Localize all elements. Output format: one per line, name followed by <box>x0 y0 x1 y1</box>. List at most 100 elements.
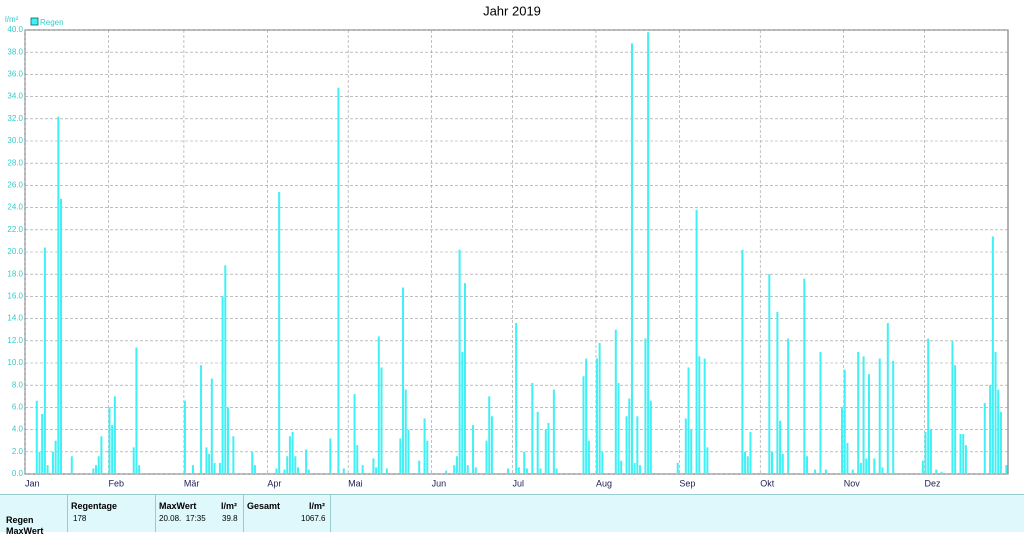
y-tick-label: 22.0 <box>7 225 23 234</box>
bar <box>857 351 860 474</box>
legend-label: Regen <box>40 18 64 27</box>
bar <box>867 374 870 474</box>
x-tick-label: Mai <box>348 478 363 488</box>
col-sep <box>330 495 331 532</box>
bar <box>787 338 790 474</box>
bar <box>70 456 73 474</box>
bar <box>531 382 534 474</box>
bar <box>253 465 256 474</box>
y-tick-label: 26.0 <box>7 181 23 190</box>
header-cell: l/m² <box>309 501 326 511</box>
bar <box>620 460 623 474</box>
bar <box>372 458 375 474</box>
bar <box>964 445 967 474</box>
bar <box>843 369 846 474</box>
bar <box>60 198 63 474</box>
bar <box>525 468 528 474</box>
bar <box>585 358 588 474</box>
bar <box>377 336 380 474</box>
bar <box>232 436 235 474</box>
bar <box>536 411 539 474</box>
bar <box>614 329 617 474</box>
bar <box>329 438 332 474</box>
bar <box>841 407 844 474</box>
chart: Jahr 2019 l/m² 0.0 2.0 4.0 6.0 8.0 10.0 12.0 14… <box>5 3 1009 488</box>
bar <box>474 467 477 474</box>
bar <box>892 360 895 474</box>
bar <box>92 468 95 474</box>
bar <box>595 358 598 474</box>
bar <box>291 431 294 474</box>
bar <box>100 436 103 474</box>
bar <box>630 43 633 474</box>
bar <box>744 451 747 474</box>
bar <box>706 447 709 474</box>
bar <box>647 32 650 474</box>
bar <box>698 356 701 474</box>
x-tick-label: Sep <box>679 478 695 488</box>
y-tick-label: 34.0 <box>7 92 23 101</box>
bar <box>205 447 208 474</box>
bar <box>337 87 340 474</box>
bar <box>814 469 817 474</box>
bar <box>404 389 407 474</box>
bar <box>54 440 57 474</box>
y-tick-label: 16.0 <box>7 292 23 301</box>
bar <box>824 469 827 474</box>
summary-table: Regentage MaxWert l/m² Gesamt l/m² Regen… <box>0 494 1024 536</box>
x-tick-label: Mär <box>184 478 200 488</box>
x-tick-label: Okt <box>760 478 775 488</box>
bar <box>515 323 518 474</box>
bar <box>547 422 550 474</box>
bar <box>426 440 429 474</box>
bar <box>361 465 364 474</box>
bar <box>342 468 345 474</box>
bar <box>587 440 590 474</box>
bar <box>951 340 954 474</box>
bar <box>617 382 620 474</box>
bar <box>544 429 547 474</box>
bar <box>803 278 806 474</box>
x-tick-label: Jan <box>25 478 40 488</box>
bar <box>954 365 957 474</box>
col-sep <box>67 495 68 532</box>
bar <box>819 351 822 474</box>
bar <box>221 296 224 474</box>
bar <box>703 358 706 474</box>
bar <box>399 438 402 474</box>
bar <box>210 378 213 474</box>
y-axis-label: l/m² <box>5 15 19 24</box>
bar <box>878 358 881 474</box>
bar <box>940 471 943 474</box>
bar <box>38 451 41 474</box>
bar <box>582 376 585 474</box>
x-tick-label: Feb <box>108 478 124 488</box>
x-tick-label: Apr <box>267 478 281 488</box>
bar <box>601 451 604 474</box>
bar <box>768 274 771 474</box>
bar <box>183 400 186 474</box>
bar <box>859 462 862 474</box>
bar <box>353 394 356 474</box>
bar <box>213 462 216 474</box>
bar <box>488 396 491 474</box>
bar <box>628 398 631 474</box>
bar <box>111 425 114 474</box>
bar <box>380 367 383 474</box>
bar <box>886 323 889 474</box>
bar <box>924 431 927 474</box>
bar <box>749 431 752 474</box>
bar <box>455 456 458 474</box>
bar <box>385 468 388 474</box>
bar <box>517 467 520 474</box>
bar <box>95 465 98 474</box>
bar <box>453 465 456 474</box>
x-tick-label: Nov <box>844 478 861 488</box>
legend-swatch <box>30 17 39 26</box>
bar <box>989 385 992 474</box>
bar <box>507 468 510 474</box>
header-cell: Regentage <box>71 501 118 511</box>
y-tick-label: 18.0 <box>7 269 23 278</box>
bar <box>927 338 930 474</box>
